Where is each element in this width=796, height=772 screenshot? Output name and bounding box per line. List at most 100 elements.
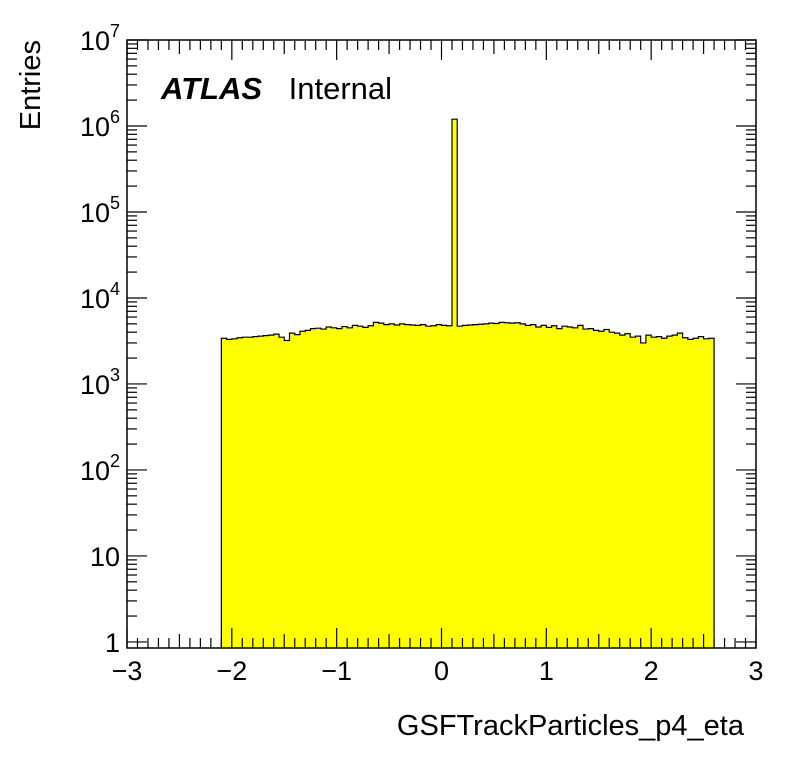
histogram-bin xyxy=(535,326,542,648)
x-tick-label: 0 xyxy=(434,656,449,686)
histogram-bin xyxy=(541,325,547,648)
histogram-bin xyxy=(420,324,427,648)
histogram-bin xyxy=(315,328,322,648)
histogram-bin xyxy=(640,342,647,648)
histogram-bin xyxy=(509,323,516,648)
histogram-bin xyxy=(357,326,364,648)
histogram-bin xyxy=(284,340,290,648)
histogram-bin xyxy=(268,335,275,648)
x-tick-label: −1 xyxy=(321,656,352,686)
histogram-bin xyxy=(645,335,652,648)
y-tick-label-base: 10 xyxy=(80,370,110,400)
histogram-bin xyxy=(478,324,484,648)
histogram-bin xyxy=(583,329,589,648)
histogram-bin xyxy=(572,327,579,648)
y-tick-label-base: 10 xyxy=(80,26,110,56)
histogram-bin xyxy=(352,325,359,648)
histogram-bin xyxy=(467,324,474,648)
histogram-bin xyxy=(567,326,573,648)
histogram-bin xyxy=(305,330,311,648)
histogram-bin xyxy=(436,324,442,648)
histogram-bin xyxy=(603,329,610,648)
y-tick-label: 10 xyxy=(90,542,120,572)
histogram-bin xyxy=(630,337,636,648)
y-tick-label: 104 xyxy=(80,279,120,314)
y-axis-ticks xyxy=(127,39,756,643)
histogram-bin xyxy=(556,328,563,648)
y-tick-label-base: 10 xyxy=(80,112,110,142)
histogram-bin xyxy=(635,336,642,648)
histogram-bin xyxy=(341,326,348,648)
histogram-bin xyxy=(651,337,657,648)
y-tick-label-exponent: 5 xyxy=(110,193,120,213)
histogram-bin xyxy=(231,338,238,648)
histogram-bin xyxy=(399,323,406,648)
y-tick-label: 105 xyxy=(80,193,120,228)
y-tick-label-exponent: 2 xyxy=(110,451,120,471)
histogram-bin xyxy=(483,323,490,648)
histogram-bin xyxy=(446,325,453,648)
histogram-bin xyxy=(677,333,684,648)
histogram-bin xyxy=(598,331,605,648)
y-tick-label: 102 xyxy=(80,451,120,486)
histogram-bin xyxy=(273,334,280,648)
histogram-bin xyxy=(368,325,374,648)
x-tick-label: 2 xyxy=(644,656,659,686)
histogram-bin xyxy=(347,327,353,648)
histogram-bin xyxy=(499,322,505,648)
histogram-bin xyxy=(672,335,678,648)
histogram-bin xyxy=(383,324,390,648)
histogram-bin xyxy=(687,339,694,648)
histogram-bin xyxy=(242,337,248,648)
histogram-bin xyxy=(394,324,400,648)
atlas-label: ATLAS Internal xyxy=(160,71,392,106)
histogram-bin xyxy=(294,334,301,648)
x-axis-label: GSFTrackParticles_p4_eta xyxy=(397,710,745,742)
histogram-bin xyxy=(708,338,715,648)
x-tick-label: −2 xyxy=(216,656,247,686)
histogram-bin xyxy=(258,336,264,648)
histogram-bin xyxy=(588,328,594,648)
histogram-bin xyxy=(310,328,317,648)
histogram-bin xyxy=(221,338,227,648)
histogram-bin xyxy=(441,325,448,648)
histogram-bin xyxy=(530,324,537,648)
atlas-status: Internal xyxy=(289,71,392,106)
histogram-bin xyxy=(504,322,511,648)
histogram-bin xyxy=(389,323,395,648)
y-axis-label: Entries xyxy=(15,40,47,130)
histogram-bin xyxy=(614,333,621,648)
histogram-bin xyxy=(326,326,332,648)
histogram-bin xyxy=(546,327,552,648)
histogram-bin xyxy=(462,325,469,648)
histogram-bin xyxy=(520,323,526,648)
histogram-bin xyxy=(237,337,243,648)
histogram-bin xyxy=(624,333,631,648)
histogram-bin xyxy=(703,338,710,648)
histogram-bin xyxy=(425,326,432,648)
histogram-bin xyxy=(289,333,296,648)
histogram-bin xyxy=(279,337,285,648)
histogram-bin xyxy=(693,338,699,648)
histogram-bin xyxy=(299,331,306,648)
histogram-bin xyxy=(525,325,532,648)
y-tick-label: 103 xyxy=(80,365,120,400)
histogram-bin xyxy=(410,324,416,648)
histogram-bin xyxy=(373,322,379,648)
histogram-bin xyxy=(619,335,626,648)
histogram-bars xyxy=(220,118,715,649)
histogram-bin xyxy=(247,337,254,648)
y-tick-label-base: 10 xyxy=(90,542,120,572)
histogram-bin xyxy=(609,332,615,648)
y-tick-label-base: 1 xyxy=(105,628,120,658)
histogram-bin xyxy=(698,336,704,648)
histogram-bin xyxy=(252,336,259,648)
y-tick-label-base: 10 xyxy=(80,284,110,314)
x-tick-label: −3 xyxy=(112,656,143,686)
histogram-bin xyxy=(577,325,584,648)
y-tick-label-base: 10 xyxy=(80,198,110,228)
y-tick-label-exponent: 4 xyxy=(110,279,120,299)
histogram-bin xyxy=(362,327,369,648)
histogram-bin xyxy=(656,336,663,648)
y-tick-label: 106 xyxy=(80,107,120,142)
